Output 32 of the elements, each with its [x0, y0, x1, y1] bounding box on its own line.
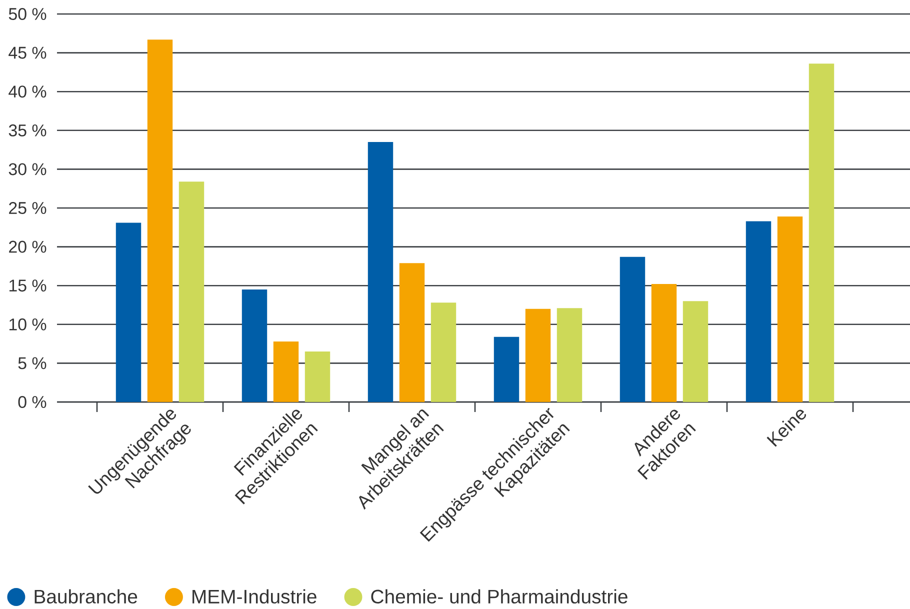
y-tick-label: 45 %: [8, 46, 46, 59]
bar: [620, 256, 646, 402]
y-tick-label: 10 %: [9, 318, 46, 330]
y-tick-label: 40 %: [8, 86, 46, 98]
bar: [304, 352, 330, 402]
bar: [746, 221, 772, 402]
y-tick-label: 25 %: [9, 202, 46, 214]
bar: [368, 142, 394, 402]
bar: [682, 301, 708, 402]
y-tick-label: 20 %: [9, 240, 46, 253]
bar: [116, 222, 142, 402]
legend-label: MEM-Industrie: [192, 589, 316, 604]
bar: [273, 341, 299, 402]
y-tick-label: 50 %: [8, 8, 46, 20]
bar: [178, 182, 204, 402]
bar: [777, 216, 803, 402]
y-tick-label: 15 %: [9, 280, 46, 292]
bar: [651, 284, 677, 402]
bar: [525, 308, 551, 402]
legend-label: Chemie- und Pharmaindustrie: [371, 589, 628, 604]
bar: [242, 289, 268, 402]
legend-label: Baubranche: [34, 589, 138, 604]
bar: [494, 336, 520, 402]
bar: [556, 308, 582, 402]
bar: [430, 302, 456, 402]
bar: [808, 64, 834, 402]
y-tick-label: 5 %: [18, 357, 46, 370]
y-tick-label: 35 %: [8, 124, 46, 136]
y-tick-label: 30 %: [8, 163, 46, 176]
y-tick-label: 0 %: [18, 396, 46, 408]
bar: [147, 40, 173, 402]
bar: [399, 263, 425, 402]
